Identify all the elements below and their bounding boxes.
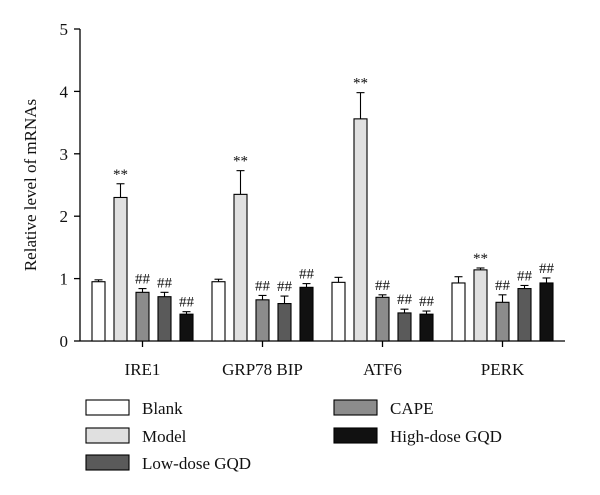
- bar: [397, 312, 412, 342]
- bars: ** ## ## ## ** ## ## ## ** ## ## ## ** ## ## ##: [91, 76, 555, 342]
- bar: [451, 282, 466, 342]
- y-tick-label: 0: [60, 332, 69, 351]
- y-tick-label: 5: [60, 20, 69, 39]
- bar: [135, 291, 150, 342]
- bar: [299, 286, 314, 342]
- legend-label: CAPE: [390, 399, 433, 418]
- bar: [375, 296, 390, 342]
- significance-label: ##: [397, 292, 413, 308]
- bar: [331, 281, 346, 342]
- significance-label: ##: [517, 268, 533, 284]
- significance-label: ##: [299, 267, 315, 283]
- significance-label: ##: [375, 278, 391, 294]
- bar: [211, 281, 226, 342]
- category-label: PERK: [481, 360, 525, 379]
- bar: [157, 296, 172, 342]
- significance-label: ##: [495, 278, 511, 294]
- bar: [495, 301, 510, 342]
- legend-label: Blank: [142, 399, 183, 418]
- legend-item: High-dose GQD: [333, 427, 502, 446]
- category-labels: IRE1 GRP78 BIP ATF6 PERK: [125, 341, 525, 379]
- legend-swatch: [333, 399, 378, 416]
- significance-label: **: [113, 167, 128, 183]
- significance-label: **: [353, 76, 368, 92]
- significance-label: ##: [419, 294, 435, 310]
- bar: [473, 269, 488, 342]
- bar: [255, 299, 270, 342]
- bar: [517, 288, 532, 342]
- category-label: GRP78 BIP: [222, 360, 303, 379]
- bar: [539, 282, 554, 342]
- bar: [179, 313, 194, 342]
- y-tick-label: 4: [60, 82, 69, 101]
- legend-label: High-dose GQD: [390, 427, 502, 446]
- legend: Blank Model Low-dose GQD CAPE High-dose GQD: [85, 399, 502, 473]
- bar: [113, 196, 128, 342]
- legend-label: Low-dose GQD: [142, 454, 251, 473]
- significance-label: ##: [135, 272, 151, 288]
- bar: [419, 313, 434, 342]
- legend-item: CAPE: [333, 399, 433, 418]
- category-label: ATF6: [363, 360, 402, 379]
- legend-label: Model: [142, 427, 187, 446]
- significance-label: ##: [539, 261, 555, 277]
- legend-item: Low-dose GQD: [85, 454, 251, 473]
- chart-axes: [79, 29, 565, 342]
- y-tick-label: 1: [60, 270, 69, 289]
- significance-label: ##: [277, 279, 293, 295]
- legend-item: Blank: [85, 399, 183, 418]
- significance-label: **: [233, 154, 248, 170]
- significance-label: ##: [157, 275, 173, 291]
- significance-label: ##: [255, 278, 271, 294]
- y-tick-label: 3: [60, 145, 69, 164]
- y-tick-label: 2: [60, 207, 69, 226]
- category-label: IRE1: [125, 360, 161, 379]
- bar: [277, 303, 292, 342]
- legend-swatch: [85, 399, 130, 416]
- y-axis-label: Relative level of mRNAs: [21, 99, 40, 271]
- legend-item: Model: [85, 427, 187, 446]
- legend-swatch: [85, 427, 130, 444]
- significance-label: **: [473, 251, 488, 267]
- y-ticks: 0 1 2 3 4 5: [60, 20, 80, 351]
- legend-swatch: [85, 454, 130, 471]
- significance-label: ##: [179, 295, 195, 311]
- legend-swatch: [333, 427, 378, 444]
- bar: [353, 118, 368, 342]
- bar: [91, 281, 106, 342]
- bar: [233, 193, 248, 342]
